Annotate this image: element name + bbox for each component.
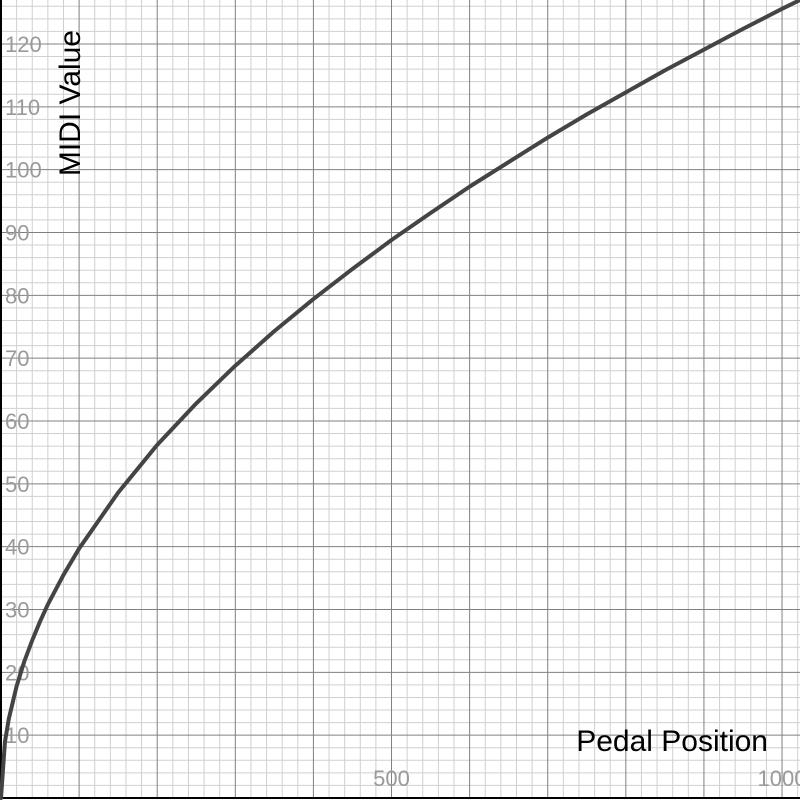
x-axis-title: Pedal Position: [576, 725, 768, 758]
y-tick-label: 120: [5, 32, 42, 57]
y-tick-label: 50: [5, 472, 29, 497]
x-tick-label: 500: [373, 766, 410, 791]
y-tick-label: 70: [5, 346, 29, 371]
y-tick-label: 40: [5, 535, 29, 560]
y-tick-label: 60: [5, 409, 29, 434]
x-tick-labels: 500 1000: [373, 766, 800, 791]
y-tick-label: 100: [5, 158, 42, 183]
x-tick-label: 1000: [758, 766, 800, 791]
y-axis-title: MIDI Value: [54, 30, 87, 176]
y-tick-label: 90: [5, 220, 29, 245]
y-tick-label: 110: [5, 95, 40, 120]
y-tick-label: 80: [5, 283, 29, 308]
y-tick-label: 30: [5, 597, 29, 622]
